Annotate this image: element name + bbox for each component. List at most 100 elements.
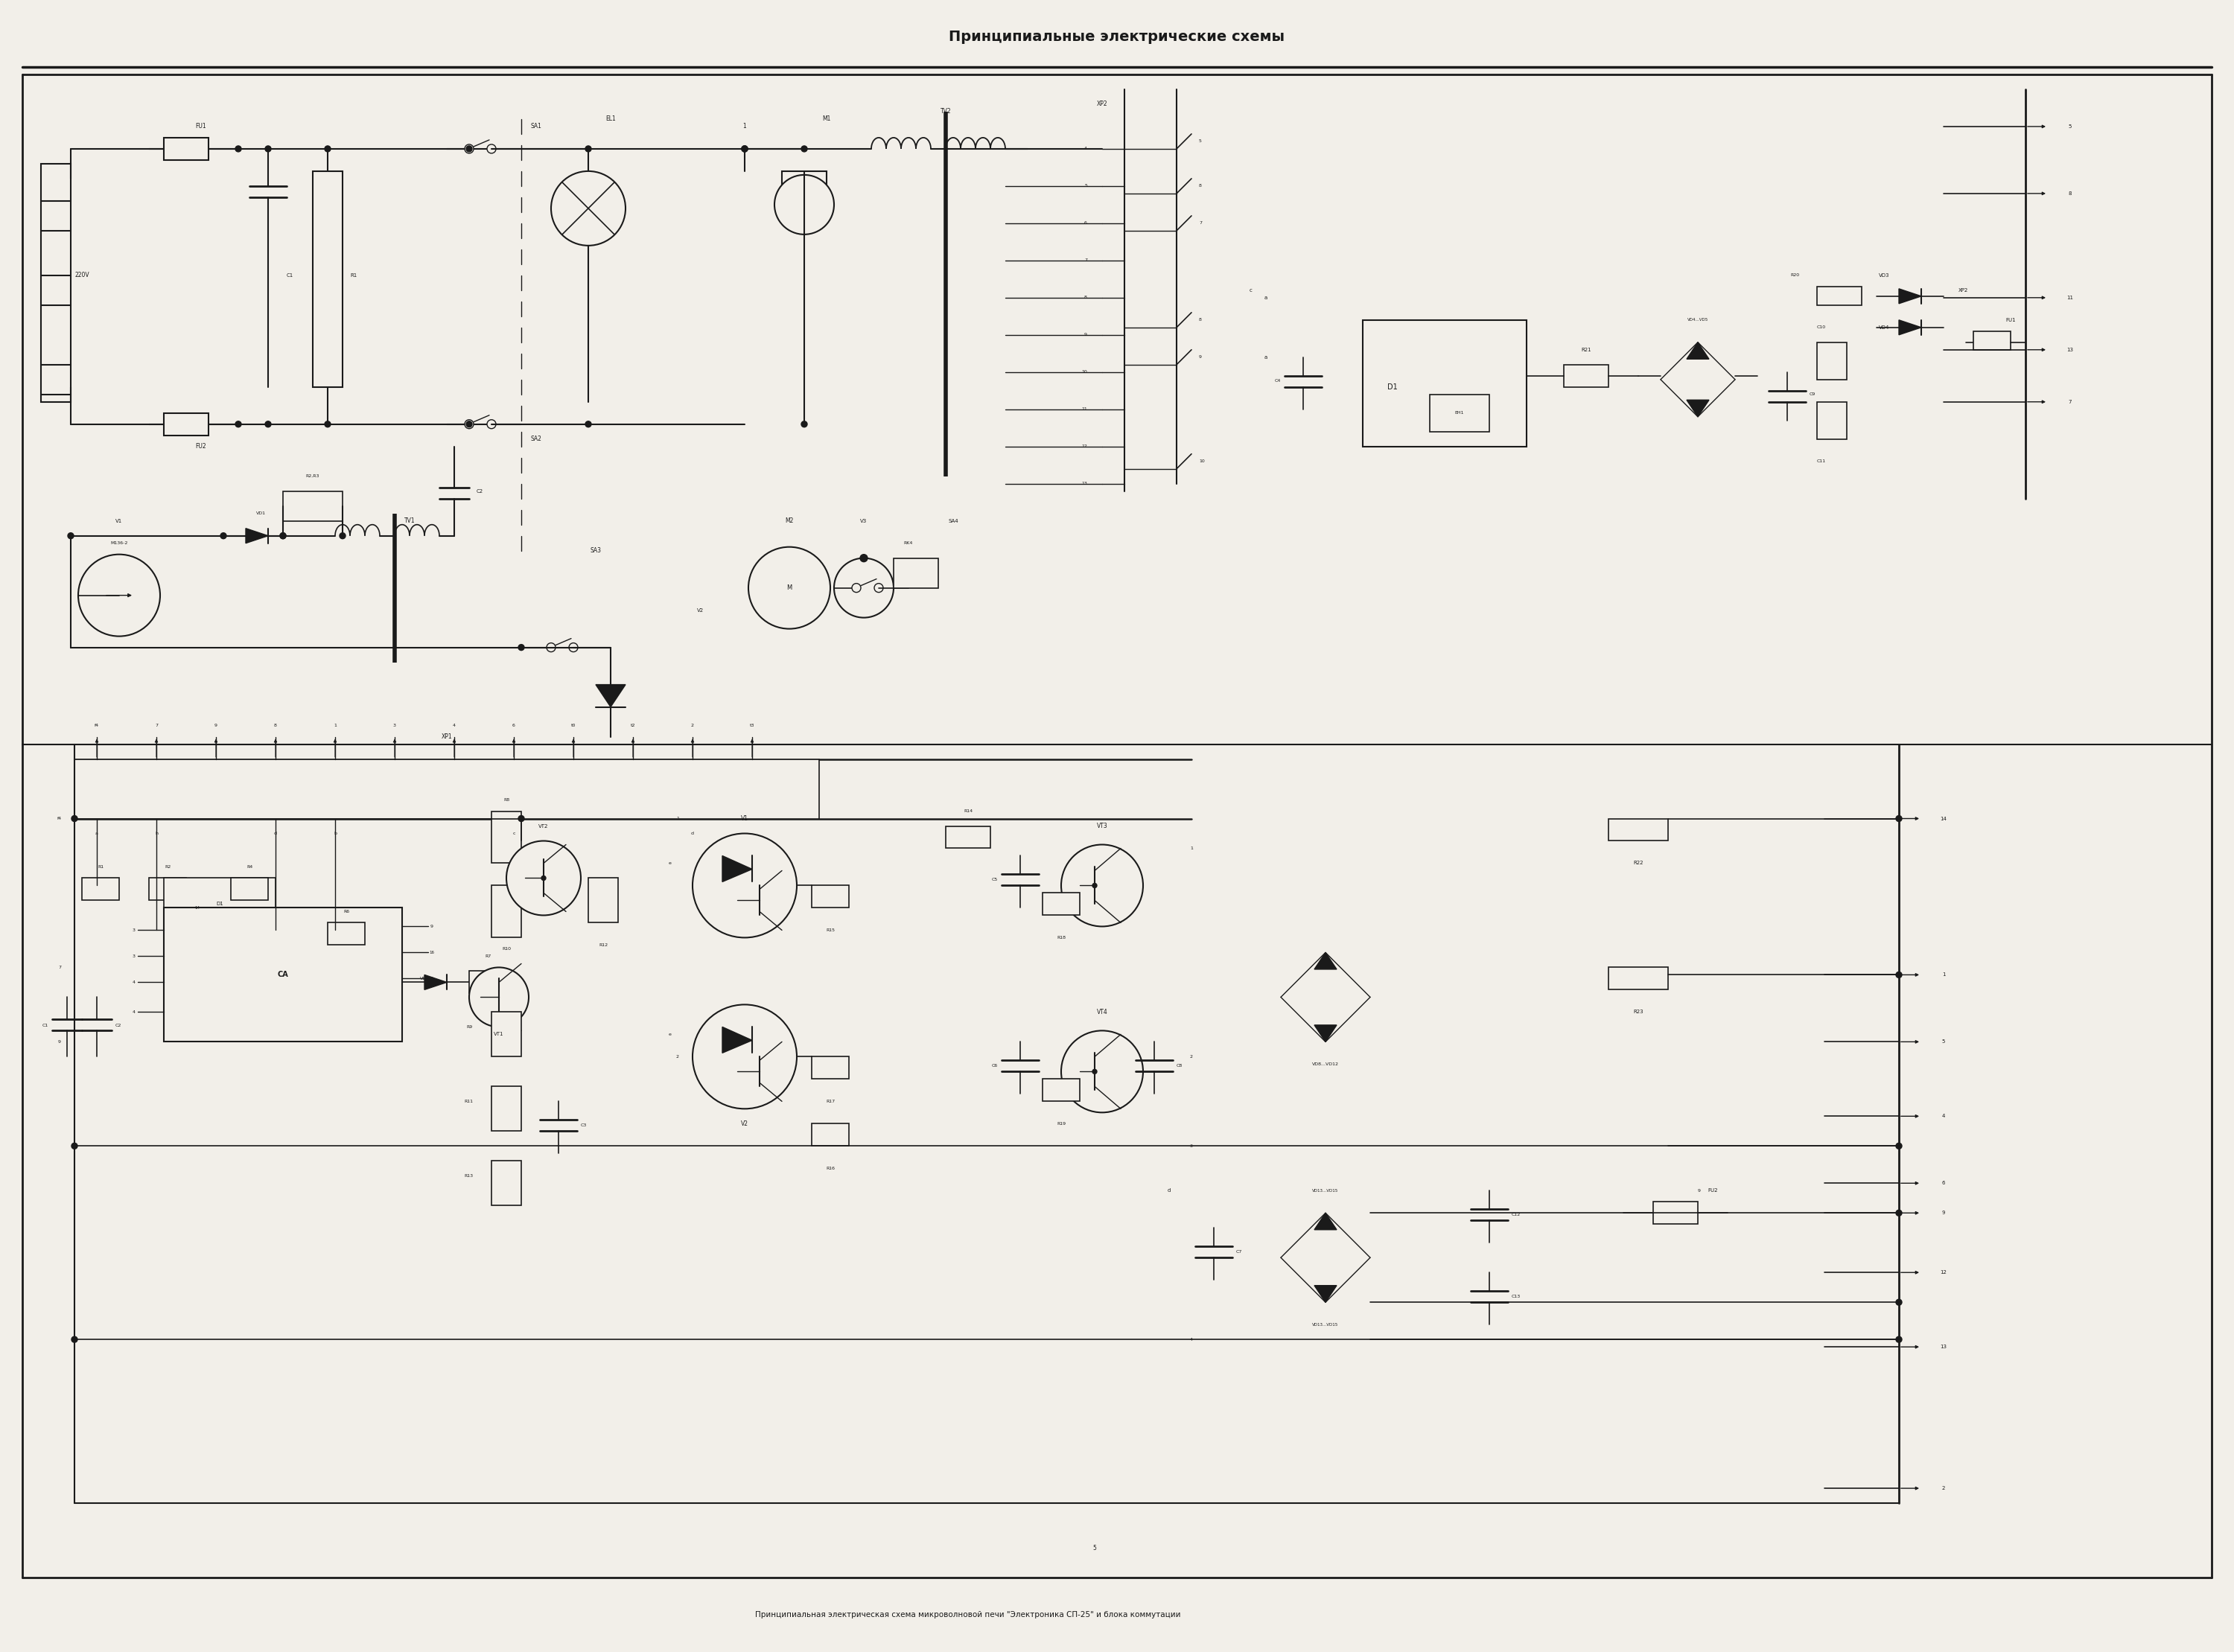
Text: 3: 3 xyxy=(132,955,136,958)
Text: R22: R22 xyxy=(1633,861,1644,866)
Text: e: e xyxy=(668,861,672,866)
Circle shape xyxy=(67,534,74,539)
Bar xyxy=(491,1013,521,1057)
Circle shape xyxy=(324,421,331,428)
Circle shape xyxy=(851,583,860,593)
Text: C13: C13 xyxy=(1512,1295,1521,1298)
Text: 7: 7 xyxy=(1200,221,1202,225)
Bar xyxy=(1816,286,1861,306)
Circle shape xyxy=(518,816,525,821)
Text: 9: 9 xyxy=(1200,355,1202,358)
Text: C6: C6 xyxy=(992,1064,999,1067)
Text: R18: R18 xyxy=(1057,935,1066,940)
Circle shape xyxy=(585,421,592,428)
Text: 4: 4 xyxy=(1191,1338,1193,1341)
Text: 7: 7 xyxy=(154,724,159,727)
Bar xyxy=(328,923,364,945)
Text: 1: 1 xyxy=(1941,973,1946,976)
Polygon shape xyxy=(1899,289,1921,304)
Text: R9: R9 xyxy=(467,1024,474,1029)
Circle shape xyxy=(487,420,496,428)
Text: 8: 8 xyxy=(1200,319,1202,322)
Text: R4: R4 xyxy=(246,866,252,869)
Polygon shape xyxy=(722,1028,753,1052)
Text: d: d xyxy=(690,831,695,836)
Text: R19: R19 xyxy=(1057,1122,1066,1125)
Bar xyxy=(1043,894,1079,915)
Text: R1: R1 xyxy=(351,273,357,278)
Text: C9: C9 xyxy=(1810,393,1816,396)
Circle shape xyxy=(1897,816,1901,821)
Circle shape xyxy=(742,145,748,152)
Bar xyxy=(811,1057,849,1079)
Text: R15: R15 xyxy=(827,928,836,932)
Text: EH1: EH1 xyxy=(1454,411,1463,415)
Bar xyxy=(1363,320,1526,446)
Bar xyxy=(1564,365,1608,387)
Bar xyxy=(1816,401,1848,439)
Text: R16: R16 xyxy=(827,1166,836,1170)
Text: TV1: TV1 xyxy=(404,517,416,524)
Text: M: M xyxy=(786,585,793,591)
Text: 13: 13 xyxy=(2066,347,2073,352)
Text: Принципиальная электрическая схема микроволновой печи "Электроника СП-25" и блок: Принципиальная электрическая схема микро… xyxy=(755,1611,1182,1619)
Text: 10: 10 xyxy=(1081,370,1088,373)
Circle shape xyxy=(802,145,806,152)
Text: RK4: RK4 xyxy=(905,542,914,545)
Text: Принципиальные электрические схемы: Принципиальные электрические схемы xyxy=(949,30,1285,45)
Text: 9: 9 xyxy=(1941,1211,1946,1216)
Polygon shape xyxy=(424,975,447,990)
Text: R17: R17 xyxy=(827,1100,836,1104)
Polygon shape xyxy=(246,529,268,544)
Text: 8: 8 xyxy=(431,976,433,980)
Text: М136-2: М136-2 xyxy=(109,542,127,545)
Text: R2,R3: R2,R3 xyxy=(306,474,319,477)
Bar xyxy=(782,172,827,223)
Circle shape xyxy=(266,421,270,428)
Circle shape xyxy=(833,558,894,618)
Text: XP1: XP1 xyxy=(442,733,451,740)
Text: R20: R20 xyxy=(1789,274,1798,278)
Text: 9: 9 xyxy=(1698,1189,1700,1193)
Text: D1: D1 xyxy=(217,902,223,907)
Circle shape xyxy=(465,420,474,428)
Bar xyxy=(74,758,820,818)
Circle shape xyxy=(279,534,286,539)
Text: 16: 16 xyxy=(429,950,433,955)
Circle shape xyxy=(873,583,882,593)
Text: V1: V1 xyxy=(742,814,748,823)
Text: C1: C1 xyxy=(286,273,293,278)
Circle shape xyxy=(235,145,241,152)
Text: C11: C11 xyxy=(1816,459,1825,463)
Text: 7: 7 xyxy=(58,965,60,970)
Text: b: b xyxy=(333,831,337,836)
Text: 4: 4 xyxy=(1083,147,1088,150)
Bar xyxy=(491,1087,521,1132)
Polygon shape xyxy=(1314,953,1336,970)
Text: 8: 8 xyxy=(1083,296,1088,299)
Circle shape xyxy=(1897,1336,1901,1343)
Text: C4: C4 xyxy=(1276,380,1280,383)
Text: 3: 3 xyxy=(132,928,136,932)
Text: 5: 5 xyxy=(1941,1039,1946,1044)
Bar xyxy=(163,879,275,930)
Polygon shape xyxy=(1687,342,1709,358)
Polygon shape xyxy=(1314,1285,1336,1302)
Circle shape xyxy=(1061,1031,1144,1112)
Text: R7: R7 xyxy=(485,955,491,958)
Text: 220V: 220V xyxy=(74,273,89,279)
Text: SA2: SA2 xyxy=(532,436,541,443)
Text: VD1: VD1 xyxy=(255,512,266,515)
Bar xyxy=(40,164,71,401)
Text: h: h xyxy=(154,831,159,836)
Text: FU1: FU1 xyxy=(197,124,206,131)
Text: C8: C8 xyxy=(1177,1064,1182,1067)
Polygon shape xyxy=(596,684,626,707)
Text: V1: V1 xyxy=(116,519,123,524)
Bar xyxy=(491,811,521,864)
Text: 13: 13 xyxy=(1939,1345,1946,1350)
Text: e: e xyxy=(668,1032,672,1036)
Text: C2: C2 xyxy=(476,489,483,494)
Bar xyxy=(150,879,185,900)
Text: 8: 8 xyxy=(1200,183,1202,188)
